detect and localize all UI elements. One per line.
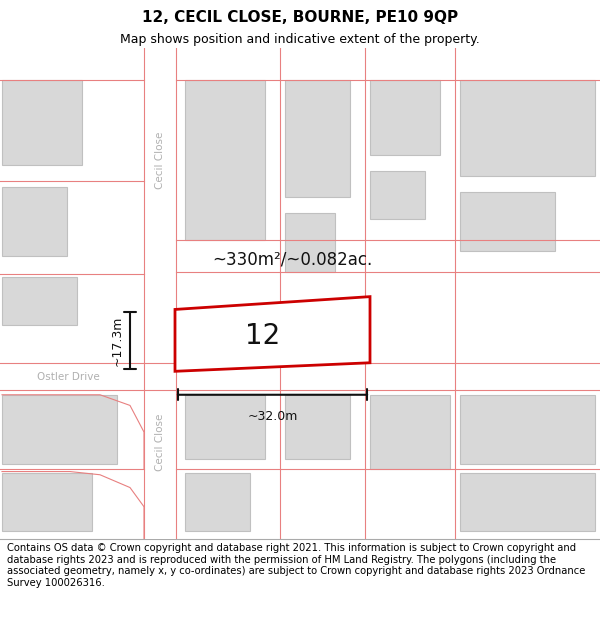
Bar <box>285 214 335 272</box>
Bar <box>460 192 555 251</box>
Text: ~17.3m: ~17.3m <box>111 315 124 366</box>
Bar <box>370 171 425 219</box>
Bar <box>185 395 265 459</box>
Bar <box>285 395 350 459</box>
Text: 12, CECIL CLOSE, BOURNE, PE10 9QP: 12, CECIL CLOSE, BOURNE, PE10 9QP <box>142 9 458 24</box>
Text: 12: 12 <box>245 322 280 350</box>
Bar <box>144 48 176 539</box>
Text: Cecil Close: Cecil Close <box>155 131 165 189</box>
Bar <box>370 395 450 469</box>
Text: Map shows position and indicative extent of the property.: Map shows position and indicative extent… <box>120 32 480 46</box>
Text: Ostler Drive: Ostler Drive <box>37 372 100 382</box>
Bar <box>370 80 440 155</box>
Bar <box>2 278 77 326</box>
Bar <box>2 472 92 531</box>
Text: ~32.0m: ~32.0m <box>247 410 298 422</box>
Bar <box>2 395 117 464</box>
Bar <box>0 362 600 391</box>
Bar <box>185 472 250 531</box>
Text: ~330m²/~0.082ac.: ~330m²/~0.082ac. <box>212 250 372 268</box>
Polygon shape <box>175 297 370 371</box>
Bar <box>2 80 82 166</box>
Bar <box>185 80 265 240</box>
Bar <box>2 187 67 256</box>
Bar <box>460 395 595 464</box>
Bar <box>460 80 595 176</box>
Text: Cecil Close: Cecil Close <box>155 414 165 471</box>
Bar <box>285 80 350 198</box>
Bar <box>460 472 595 531</box>
Text: Contains OS data © Crown copyright and database right 2021. This information is : Contains OS data © Crown copyright and d… <box>7 543 586 588</box>
